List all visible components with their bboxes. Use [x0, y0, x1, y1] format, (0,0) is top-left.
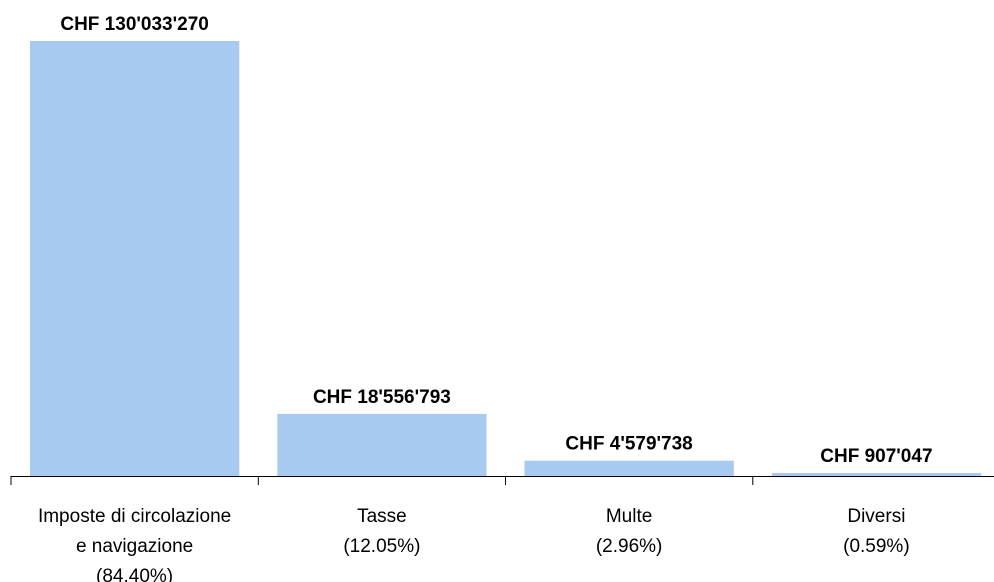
bar-2	[524, 460, 734, 476]
category-label-1-0: Tasse	[357, 506, 407, 527]
data-label-0: CHF 130'033'270	[60, 14, 208, 35]
data-label-1: CHF 18'556'793	[313, 387, 451, 408]
labels-group: CHF 130'033'270 Imposte di circolazione e …	[38, 14, 933, 582]
category-label-0-1: e navigazione	[76, 536, 193, 557]
category-label-1-1: (12.05%)	[343, 536, 420, 557]
data-label-2: CHF 4'579'738	[565, 434, 692, 455]
category-label-2-0: Multe	[606, 506, 652, 527]
x-axis	[10, 476, 994, 485]
bars-group	[30, 41, 982, 476]
bar-1	[277, 413, 487, 476]
category-label-0-2: (84.40%)	[96, 566, 173, 582]
bar-3	[771, 473, 982, 476]
bar-0	[30, 41, 240, 476]
category-label-2-1: (2.96%)	[596, 536, 663, 557]
category-label-3-0: Diversi	[847, 506, 905, 527]
category-label-3-1: (0.59%)	[843, 536, 910, 557]
data-label-3: CHF 907'047	[820, 446, 932, 467]
category-label-0-0: Imposte di circolazione	[38, 506, 231, 527]
